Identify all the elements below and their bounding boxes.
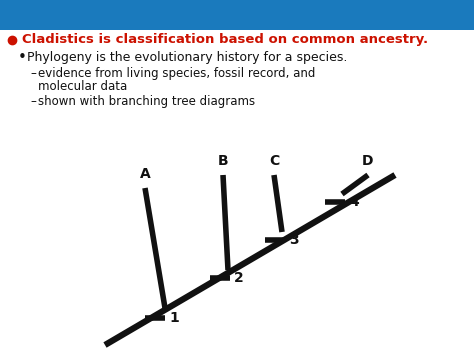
Text: A: A <box>140 167 150 181</box>
Text: B: B <box>218 154 228 168</box>
Text: 1: 1 <box>169 311 179 325</box>
Text: shown with branching tree diagrams: shown with branching tree diagrams <box>38 95 255 109</box>
Text: 4: 4 <box>349 195 359 209</box>
Text: D: D <box>362 154 374 168</box>
Bar <box>0 0 474 30</box>
Text: •: • <box>18 49 27 65</box>
Text: 2: 2 <box>234 271 244 285</box>
Text: Cladistics is classification based on common ancestry.: Cladistics is classification based on co… <box>22 33 428 47</box>
Text: –: – <box>30 67 36 81</box>
Text: 3: 3 <box>289 233 299 247</box>
Text: evidence from living species, fossil record, and: evidence from living species, fossil rec… <box>38 67 315 81</box>
Text: C: C <box>269 154 279 168</box>
Text: Phylogeny is the evolutionary history for a species.: Phylogeny is the evolutionary history fo… <box>27 50 347 64</box>
Text: –: – <box>30 95 36 109</box>
Text: molecular data: molecular data <box>38 81 127 93</box>
